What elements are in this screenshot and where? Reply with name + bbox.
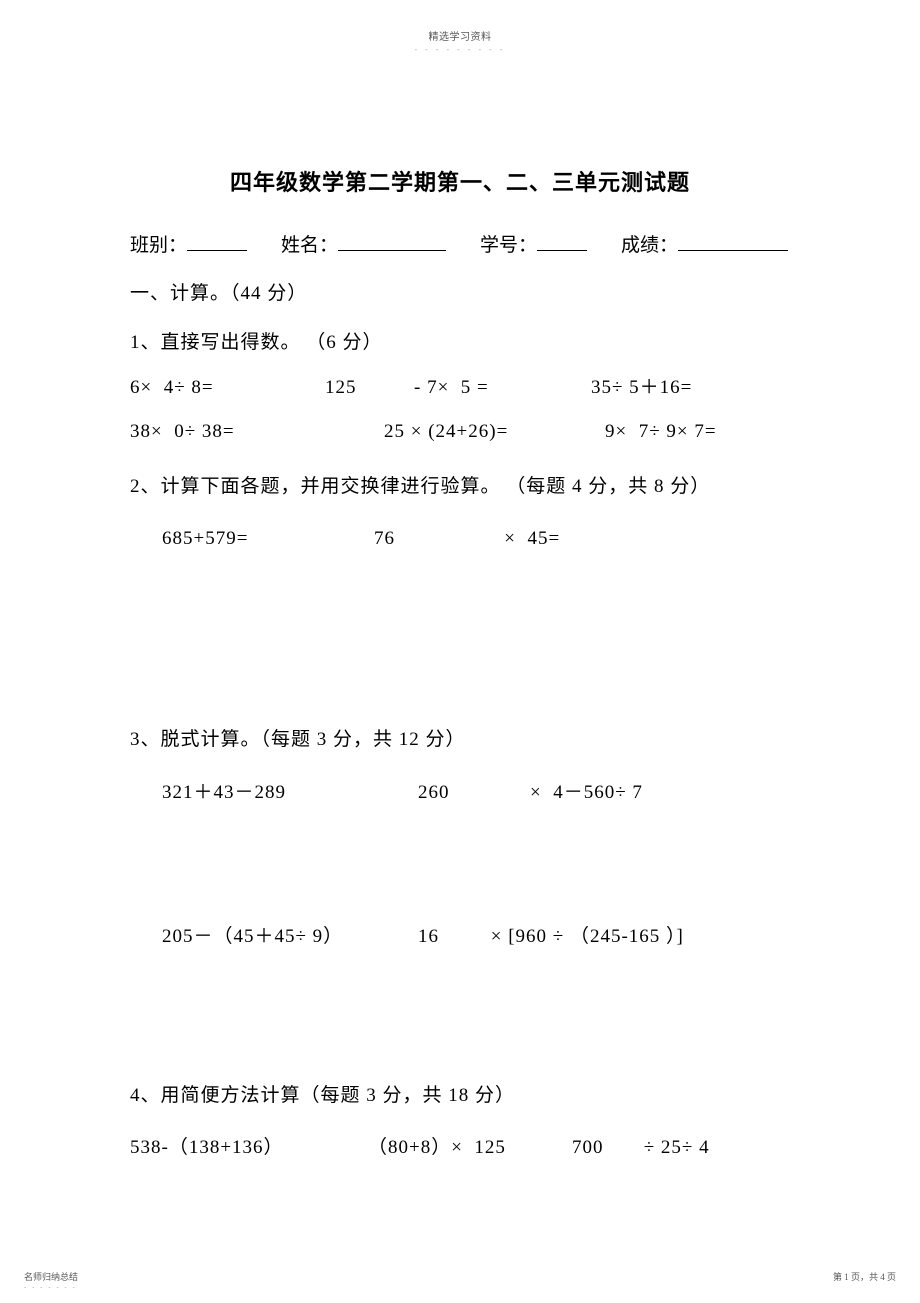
id-label: 学号：: [480, 233, 537, 260]
id-blank: [537, 233, 587, 251]
sub4-row1: 538-（138+136） （80+8）× 125 700 ÷ 25÷ 4: [130, 1135, 790, 1162]
score-label: 成绩：: [621, 233, 678, 260]
section-1-heading: 一、计算。（44 分）: [130, 281, 790, 308]
sub1-row1: 6× 4÷ 8= 125 - 7× 5 = 35÷ 5＋16=: [130, 375, 790, 402]
q: 685+579=: [162, 526, 374, 553]
q: 25 × (24+26)=: [384, 419, 605, 446]
q: 125 - 7× 5 =: [325, 375, 591, 402]
q: 260 × 4－560÷ 7: [418, 780, 643, 807]
class-blank: [187, 233, 247, 251]
name-label: 姓名：: [281, 233, 338, 260]
q: （80+8）× 125: [368, 1135, 572, 1162]
q: 538-（138+136）: [130, 1135, 368, 1162]
q: 38× 0÷ 38=: [130, 419, 384, 446]
page-content: 四年级数学第二学期第一、二、三单元测试题 班别： 姓名： 学号： 成绩： 一、计…: [0, 168, 920, 1162]
q: 35÷ 5＋16=: [591, 375, 692, 402]
class-label: 班别：: [130, 233, 187, 260]
q: 6× 4÷ 8=: [130, 375, 325, 402]
sub2-row1: 685+579= 76 × 45=: [130, 526, 790, 553]
header-source: 精选学习资料: [0, 0, 920, 43]
q: 321＋43－289: [162, 780, 418, 807]
q: 9× 7÷ 9× 7=: [605, 419, 717, 446]
sub4-heading: 4、用简便方法计算（每题 3 分，共 18 分）: [130, 1083, 790, 1110]
sub1-heading: 1、直接写出得数。 （6 分）: [130, 330, 790, 357]
name-blank: [338, 233, 446, 251]
footer-left-dots: - - - - - - -: [24, 1283, 77, 1291]
q: 76 × 45=: [374, 526, 560, 553]
q: 16 × [960 ÷ （245-165 ）]: [418, 924, 684, 951]
footer-left: 名师归纳总结: [24, 1270, 78, 1283]
sub2-heading: 2、计算下面各题，并用交换律进行验算。 （每题 4 分，共 8 分）: [130, 474, 790, 501]
sub3-row2: 205－（45＋45÷ 9） 16 × [960 ÷ （245-165 ）]: [130, 924, 790, 951]
footer-right: 第 1 页，共 4 页: [833, 1270, 896, 1283]
sub3-heading: 3、脱式计算。（每题 3 分，共 12 分）: [130, 727, 790, 754]
q: 205－（45＋45÷ 9）: [162, 924, 418, 951]
q: 700 ÷ 25÷ 4: [572, 1135, 710, 1162]
sub1-row2: 38× 0÷ 38= 25 × (24+26)= 9× 7÷ 9× 7=: [130, 419, 790, 446]
score-blank: [678, 233, 788, 251]
student-info-line: 班别： 姓名： 学号： 成绩：: [130, 233, 790, 260]
sub3-row1: 321＋43－289 260 × 4－560÷ 7: [130, 780, 790, 807]
header-dots: - - - - - - - - -: [0, 45, 920, 54]
page-title: 四年级数学第二学期第一、二、三单元测试题: [130, 168, 790, 199]
